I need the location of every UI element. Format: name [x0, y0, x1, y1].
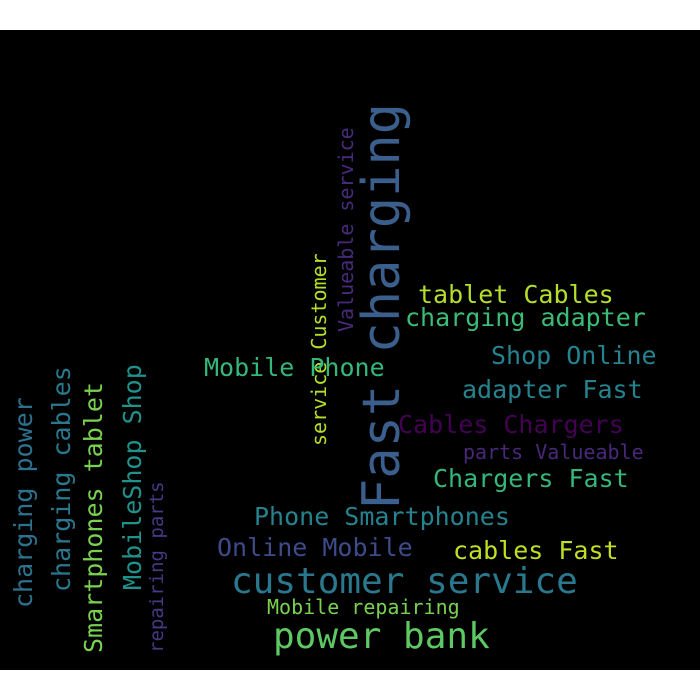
word-smartphones-tablet: Smartphones tablet — [79, 382, 108, 653]
word-shop-online: Shop Online — [491, 341, 657, 370]
word-online-mobile: Online Mobile — [217, 533, 413, 562]
word-service-customer: service Customer — [307, 253, 331, 446]
word-mobileshop-shop: MobileShop Shop — [118, 364, 147, 590]
word-cables-fast: cables Fast — [453, 536, 619, 565]
word-cables-chargers: Cables Chargers — [398, 410, 624, 439]
word-fast-charging: Fast charging — [352, 103, 412, 510]
word-cloud-canvas: Fast charging Valueable service service … — [0, 30, 700, 670]
word-valueable-service: Valueable service — [334, 127, 358, 332]
word-charging-power: charging power — [9, 397, 38, 608]
word-chargers-fast: Chargers Fast — [433, 464, 629, 493]
word-tablet-cables: tablet Cables — [418, 280, 614, 309]
word-power-bank: power bank — [273, 616, 490, 657]
word-charging-cables: charging cables — [47, 366, 76, 592]
word-repairing-parts: repairing parts — [146, 481, 168, 653]
word-mobile-repairing: Mobile repairing — [267, 595, 460, 619]
word-adapter-fast: adapter Fast — [462, 375, 643, 404]
word-parts-valueable: parts Valueable — [463, 440, 644, 464]
word-mobile-phone: Mobile Phone — [204, 353, 385, 382]
word-customer-service: customer service — [231, 561, 578, 602]
word-phone-smartphones: Phone Smartphones — [254, 502, 510, 531]
word-charging-adapter: charging adapter — [405, 303, 646, 332]
